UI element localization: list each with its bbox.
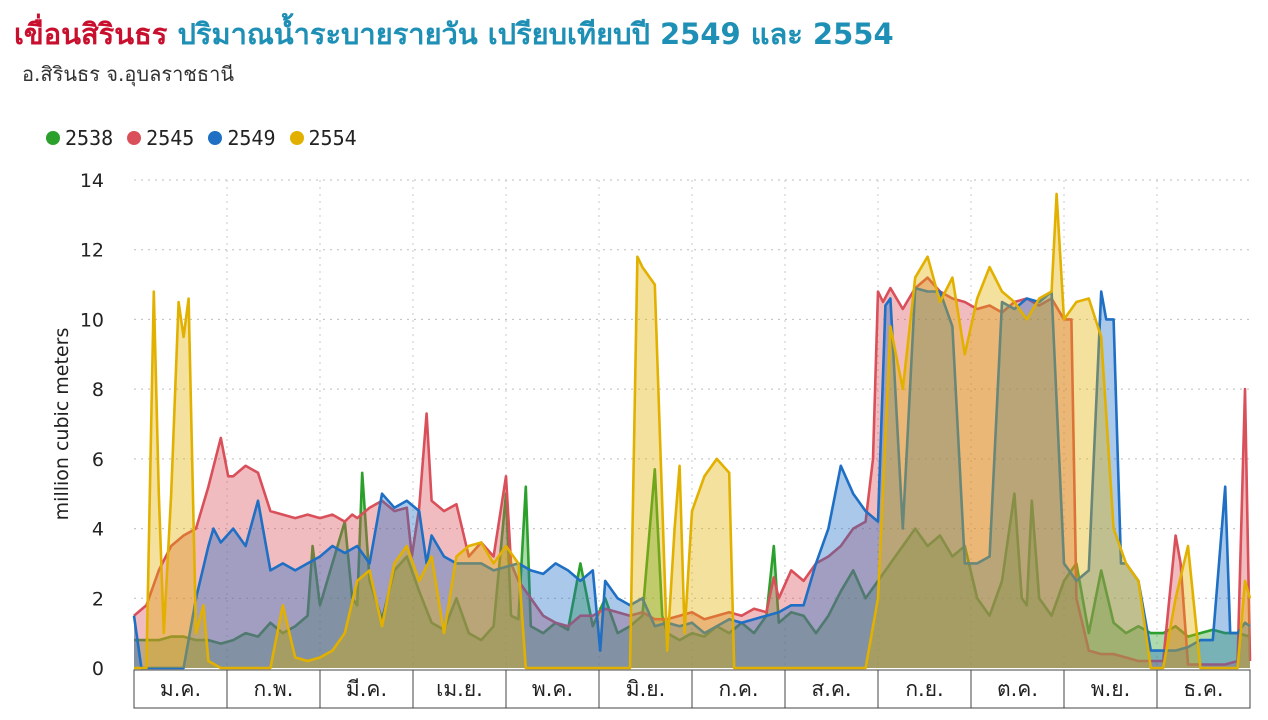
x-tick-label: เม.ย. xyxy=(436,677,483,701)
legend-label: 2554 xyxy=(308,126,357,150)
series-area xyxy=(134,288,1250,668)
series-area xyxy=(134,469,1250,668)
series-line xyxy=(133,276,1252,666)
series-line xyxy=(132,286,1251,670)
x-tick-label: ก.พ. xyxy=(254,677,294,701)
series-2538 xyxy=(134,467,1251,668)
legend-item-2545[interactable]: 2545 xyxy=(127,126,194,150)
y-axis-label: million cubic meters xyxy=(51,328,73,521)
y-tick-label: 2 xyxy=(92,588,104,610)
series-line xyxy=(134,467,1251,645)
x-tick-label: ม.ค. xyxy=(160,677,201,701)
x-tick-label: พ.ย. xyxy=(1091,677,1131,701)
series-2545 xyxy=(133,276,1252,668)
legend-dot-icon xyxy=(289,131,304,145)
y-tick-label: 10 xyxy=(80,309,104,331)
y-tick-label: 14 xyxy=(80,170,104,192)
axes: 0 2 4 6 8 10 12 14 million cubic meters ม.ค. ก.พ. ม… xyxy=(51,170,1251,709)
series-layer xyxy=(132,192,1252,670)
legend-label: 2549 xyxy=(227,126,276,150)
legend-item-2549[interactable]: 2549 xyxy=(208,126,276,150)
legend-label: 2545 xyxy=(146,126,195,150)
series-2554 xyxy=(134,192,1252,670)
legend: 2538 2545 2549 2554 xyxy=(46,126,357,150)
series-line xyxy=(134,192,1252,670)
y-tick-label: 0 xyxy=(92,658,104,680)
series-area xyxy=(134,277,1250,668)
x-tick-label: มิ.ย. xyxy=(626,677,666,701)
x-tick-label: พ.ค. xyxy=(532,677,573,701)
x-tick-label: มี.ค. xyxy=(346,677,387,701)
y-tick-label: 4 xyxy=(92,519,104,541)
series-area xyxy=(134,193,1250,668)
chart-title: เขื่อนสิรินธร ปริมาณน้ำระบายรายวัน เปรีย… xyxy=(14,14,894,54)
y-tick-label: 6 xyxy=(92,449,104,471)
y-tick-label: 12 xyxy=(80,240,104,262)
legend-dot-icon xyxy=(46,131,60,145)
title-main: ปริมาณน้ำระบายรายวัน เปรียบเทียบปี 2549 … xyxy=(177,17,894,51)
legend-dot-icon xyxy=(208,131,223,145)
legend-item-2538[interactable]: 2538 xyxy=(46,126,113,150)
x-tick-label: ต.ค. xyxy=(997,677,1038,701)
x-tick-label: ธ.ค. xyxy=(1183,677,1223,701)
y-tick-label: 8 xyxy=(92,379,104,401)
dam-name: เขื่อนสิรินธร xyxy=(14,17,168,51)
location-subtitle: อ.สิรินธร จ.อุบลราชธานี xyxy=(22,62,234,86)
legend-item-2554[interactable]: 2554 xyxy=(289,126,357,150)
x-tick-label: ก.ค. xyxy=(718,677,758,701)
x-tick-label: ส.ค. xyxy=(811,677,851,701)
legend-label: 2538 xyxy=(65,126,114,150)
legend-dot-icon xyxy=(127,131,142,145)
series-2549 xyxy=(132,286,1251,670)
x-tick-label: ก.ย. xyxy=(905,677,943,701)
